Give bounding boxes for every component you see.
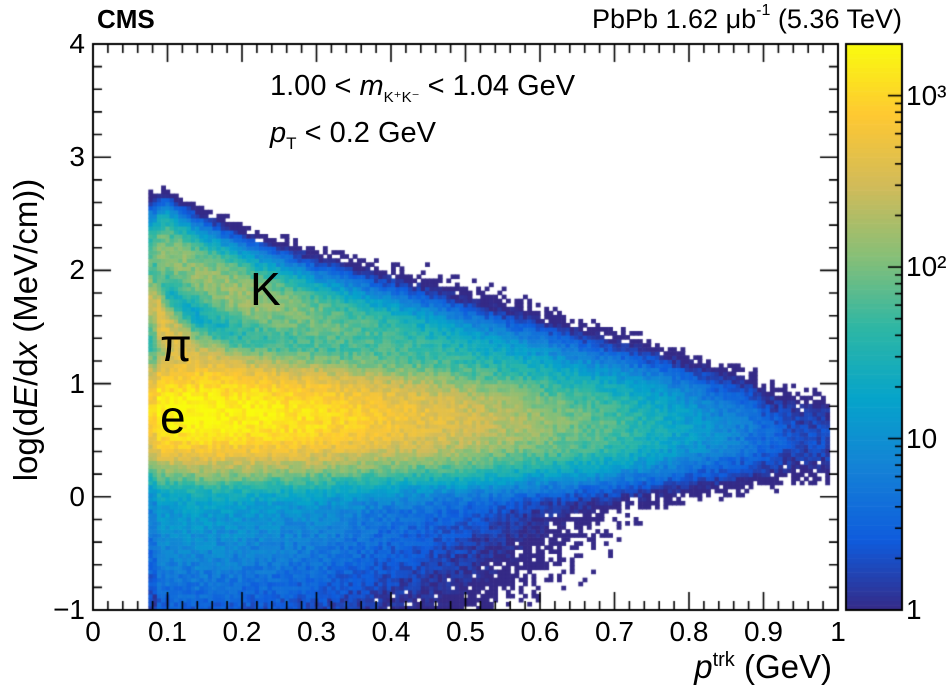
mass-subscript: K⁺K⁻: [383, 88, 420, 106]
pt-subscript: T: [286, 133, 297, 153]
electron-band-label: e: [160, 391, 186, 443]
x-tick-label: 0.3: [297, 616, 336, 647]
x-tick-label: 0.9: [744, 616, 783, 647]
luminosity-label: PbPb 1.62 μb-1 (5.36 TeV): [591, 2, 902, 35]
z-tick-label: 10: [906, 422, 938, 454]
y-tick-label: 3: [69, 141, 85, 173]
x-tick-label: 1: [830, 616, 846, 647]
y-tick-label: 0: [69, 480, 85, 512]
x-tick-label: 0.8: [669, 616, 709, 647]
mass-lower: 1.00 <: [270, 70, 352, 102]
z-tick-label: 10³: [906, 79, 947, 111]
x-tick-label: 0.7: [595, 616, 634, 647]
y-tick-label: 1: [69, 367, 85, 399]
y-axis-mid: /d: [7, 358, 44, 386]
y-axis-unit: (MeV/cm)): [7, 178, 44, 342]
y-tick-label: 2: [69, 254, 85, 286]
energy-text: (5.36 TeV): [777, 4, 902, 34]
y-tick-label: 4: [69, 28, 85, 59]
x-tick-label: 0: [85, 616, 101, 647]
pion-band-label: π: [160, 319, 192, 371]
experiment-label: CMS: [97, 4, 155, 34]
y-axis-prefix: log(d: [7, 407, 44, 482]
z-tick-label: 10²: [906, 251, 947, 283]
y-axis-variable: E: [7, 385, 44, 408]
pt-variable: p: [270, 117, 287, 149]
pt-value: < 0.2 GeV: [304, 117, 436, 149]
lumi-unit: μb: [725, 4, 757, 34]
mass-cut-annotation: 1.00 < mK⁺K⁻ < 1.04 GeV: [270, 70, 575, 106]
x-axis-label: ptrk (GeV): [694, 648, 832, 686]
x-axis-variable: p: [694, 648, 713, 685]
z-tick-label: 1: [906, 594, 922, 625]
y-axis-variable-2: x: [7, 341, 44, 359]
y-axis-label: log(dE/dx (MeV/cm)): [7, 179, 45, 482]
mass-variable: m: [359, 70, 384, 102]
x-axis-unit: (GeV): [743, 648, 832, 685]
kaon-band-label: K: [250, 263, 281, 315]
mass-upper: < 1.04 GeV: [427, 70, 576, 102]
x-tick-label: 0.5: [446, 616, 485, 647]
dataset-text: PbPb 1.62: [591, 4, 719, 34]
x-tick-label: 0.4: [371, 616, 411, 647]
x-axis-superscript: trk: [712, 649, 735, 671]
pt-cut-annotation: pT < 0.2 GeV: [270, 117, 436, 154]
x-tick-label: 0.1: [148, 616, 187, 647]
x-tick-label: 0.6: [520, 616, 560, 647]
x-tick-label: 0.2: [222, 616, 262, 647]
y-tick-label: −1: [53, 594, 85, 625]
lumi-exponent: -1: [756, 2, 771, 19]
